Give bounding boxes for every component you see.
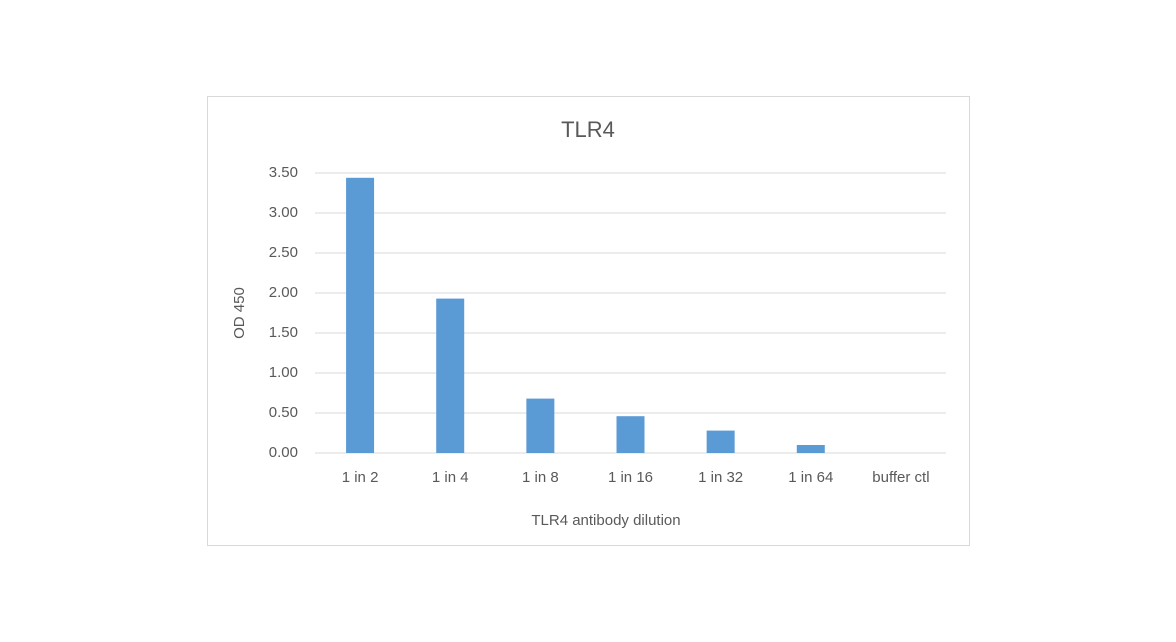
- bar: [796, 445, 825, 453]
- x-tick-label: 1 in 2: [342, 469, 379, 486]
- y-tick-label: 3.00: [269, 204, 298, 221]
- y-tick-label: 0.50: [269, 404, 298, 421]
- bar: [706, 430, 735, 453]
- y-tick-label: 1.00: [269, 364, 298, 381]
- x-tick-label: 1 in 16: [608, 469, 653, 486]
- x-tick-label: 1 in 64: [788, 469, 833, 486]
- bar: [616, 416, 645, 453]
- x-axis-title: TLR4 antibody dilution: [531, 512, 680, 529]
- y-tick-label: 2.00: [269, 284, 298, 301]
- y-tick-label: 2.50: [269, 244, 298, 261]
- x-tick-label: 1 in 4: [432, 469, 469, 486]
- y-axis-title: OD 450: [231, 287, 248, 339]
- bar: [436, 298, 465, 453]
- x-tick-label: 1 in 32: [698, 469, 743, 486]
- y-tick-label: 0.00: [269, 444, 298, 461]
- y-tick-label: 1.50: [269, 324, 298, 341]
- x-tick-label: buffer ctl: [872, 469, 929, 486]
- chart-frame: [207, 96, 970, 546]
- chart-title: TLR4: [561, 117, 615, 142]
- bar: [346, 177, 375, 454]
- y-tick-label: 3.50: [269, 164, 298, 181]
- bar: [526, 398, 555, 453]
- x-tick-label: 1 in 8: [522, 469, 559, 486]
